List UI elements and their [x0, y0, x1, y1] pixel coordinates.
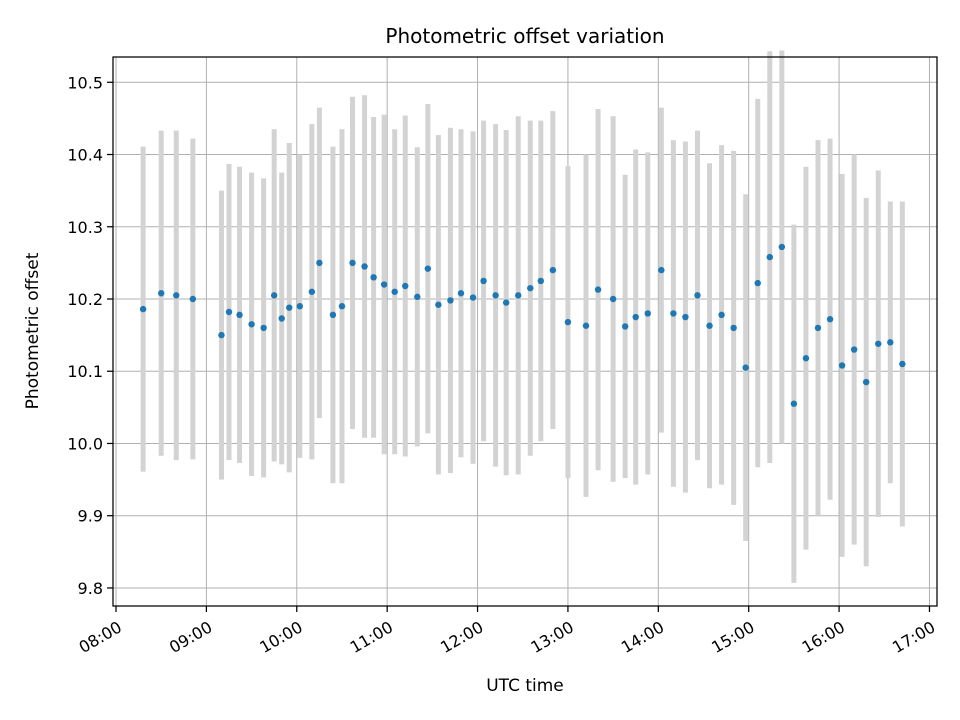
- data-point: [609, 295, 617, 303]
- data-point: [286, 304, 293, 311]
- data-point: [173, 292, 180, 299]
- data-point: [814, 324, 822, 332]
- y-axis-ticks: 9.8 9.9 10.0 10.1 10.2 10.3 10.4 10.5: [67, 73, 113, 598]
- data-point: [802, 355, 810, 362]
- x-axis-label: UTC time: [486, 676, 564, 696]
- data-point: [469, 294, 477, 301]
- data-point: [139, 305, 147, 313]
- data-point: [718, 311, 725, 319]
- data-points: [139, 243, 906, 407]
- data-point: [549, 266, 557, 274]
- data-point: [790, 400, 798, 407]
- data-point: [380, 281, 388, 288]
- data-point: [778, 243, 786, 251]
- data-point: [308, 288, 316, 295]
- data-point: [260, 324, 267, 332]
- x-tick-label: 15:00: [708, 617, 757, 657]
- x-tick-label: 11:00: [347, 617, 396, 657]
- data-point: [158, 290, 165, 297]
- data-point: [370, 274, 377, 281]
- y-tick-label: 10.0: [67, 434, 103, 453]
- plot-frame: [112, 56, 938, 607]
- data-point: [218, 331, 225, 339]
- data-point: [754, 279, 761, 287]
- data-point: [694, 292, 701, 299]
- data-point: [730, 324, 737, 332]
- x-tick-label: 10:00: [256, 617, 305, 657]
- data-point: [706, 322, 713, 329]
- data-point: [682, 313, 689, 321]
- data-point: [527, 284, 534, 292]
- data-point: [838, 362, 846, 369]
- data-point: [644, 310, 651, 317]
- x-tick-label: 12:00: [437, 617, 486, 657]
- y-axis-label: Photometric offset: [23, 252, 43, 409]
- x-tick-label: 08:00: [76, 617, 125, 657]
- data-point: [594, 286, 602, 293]
- data-point: [248, 321, 255, 328]
- data-point: [632, 313, 639, 321]
- x-tick-label: 14:00: [618, 617, 667, 657]
- chart-title: Photometric offset variation: [385, 24, 664, 48]
- x-axis-ticks: 08:00 09:00 10:00 11:00 12:00 13:00 14:00 15:00…: [76, 606, 938, 657]
- y-tick-label: 10.3: [67, 218, 103, 237]
- x-tick-label: 17:00: [889, 617, 938, 657]
- data-point: [621, 323, 629, 330]
- y-tick-label: 9.8: [78, 579, 103, 598]
- data-point: [447, 297, 454, 304]
- errorbars: [140, 50, 905, 583]
- data-point: [670, 310, 677, 317]
- data-point: [316, 259, 323, 267]
- data-point: [742, 364, 749, 371]
- data-point: [402, 282, 409, 290]
- data-point: [329, 311, 337, 319]
- data-point: [270, 292, 278, 299]
- data-point: [414, 293, 421, 301]
- data-point: [899, 360, 906, 368]
- y-tick-label: 10.5: [67, 73, 103, 92]
- data-point: [537, 277, 545, 285]
- data-point: [515, 292, 522, 299]
- x-tick-label: 16:00: [799, 617, 848, 657]
- data-point: [850, 346, 858, 353]
- data-point: [875, 340, 882, 347]
- data-point: [766, 253, 773, 261]
- y-tick-label: 9.9: [78, 507, 103, 526]
- data-point: [862, 378, 870, 386]
- y-tick-label: 10.4: [67, 146, 103, 165]
- x-tick-label: 09:00: [166, 617, 215, 657]
- data-point: [338, 303, 346, 310]
- grid: [113, 57, 937, 606]
- data-point: [457, 290, 465, 297]
- data-point: [480, 277, 487, 285]
- data-point: [435, 301, 442, 308]
- data-point: [502, 299, 510, 306]
- data-point: [424, 265, 432, 272]
- data-point: [349, 259, 356, 267]
- data-point: [278, 315, 285, 322]
- data-point: [361, 263, 368, 270]
- y-tick-label: 10.1: [67, 362, 103, 381]
- data-point: [658, 266, 665, 274]
- x-tick-label: 13:00: [528, 617, 577, 657]
- data-point: [236, 311, 243, 319]
- data-point: [492, 292, 499, 299]
- data-point: [296, 303, 303, 310]
- data-point: [189, 295, 197, 303]
- data-point: [887, 339, 894, 346]
- data-point: [564, 318, 572, 326]
- data-point: [225, 308, 233, 316]
- data-point: [582, 322, 590, 329]
- y-tick-label: 10.2: [67, 290, 103, 309]
- data-point: [391, 288, 398, 295]
- data-point: [826, 316, 834, 323]
